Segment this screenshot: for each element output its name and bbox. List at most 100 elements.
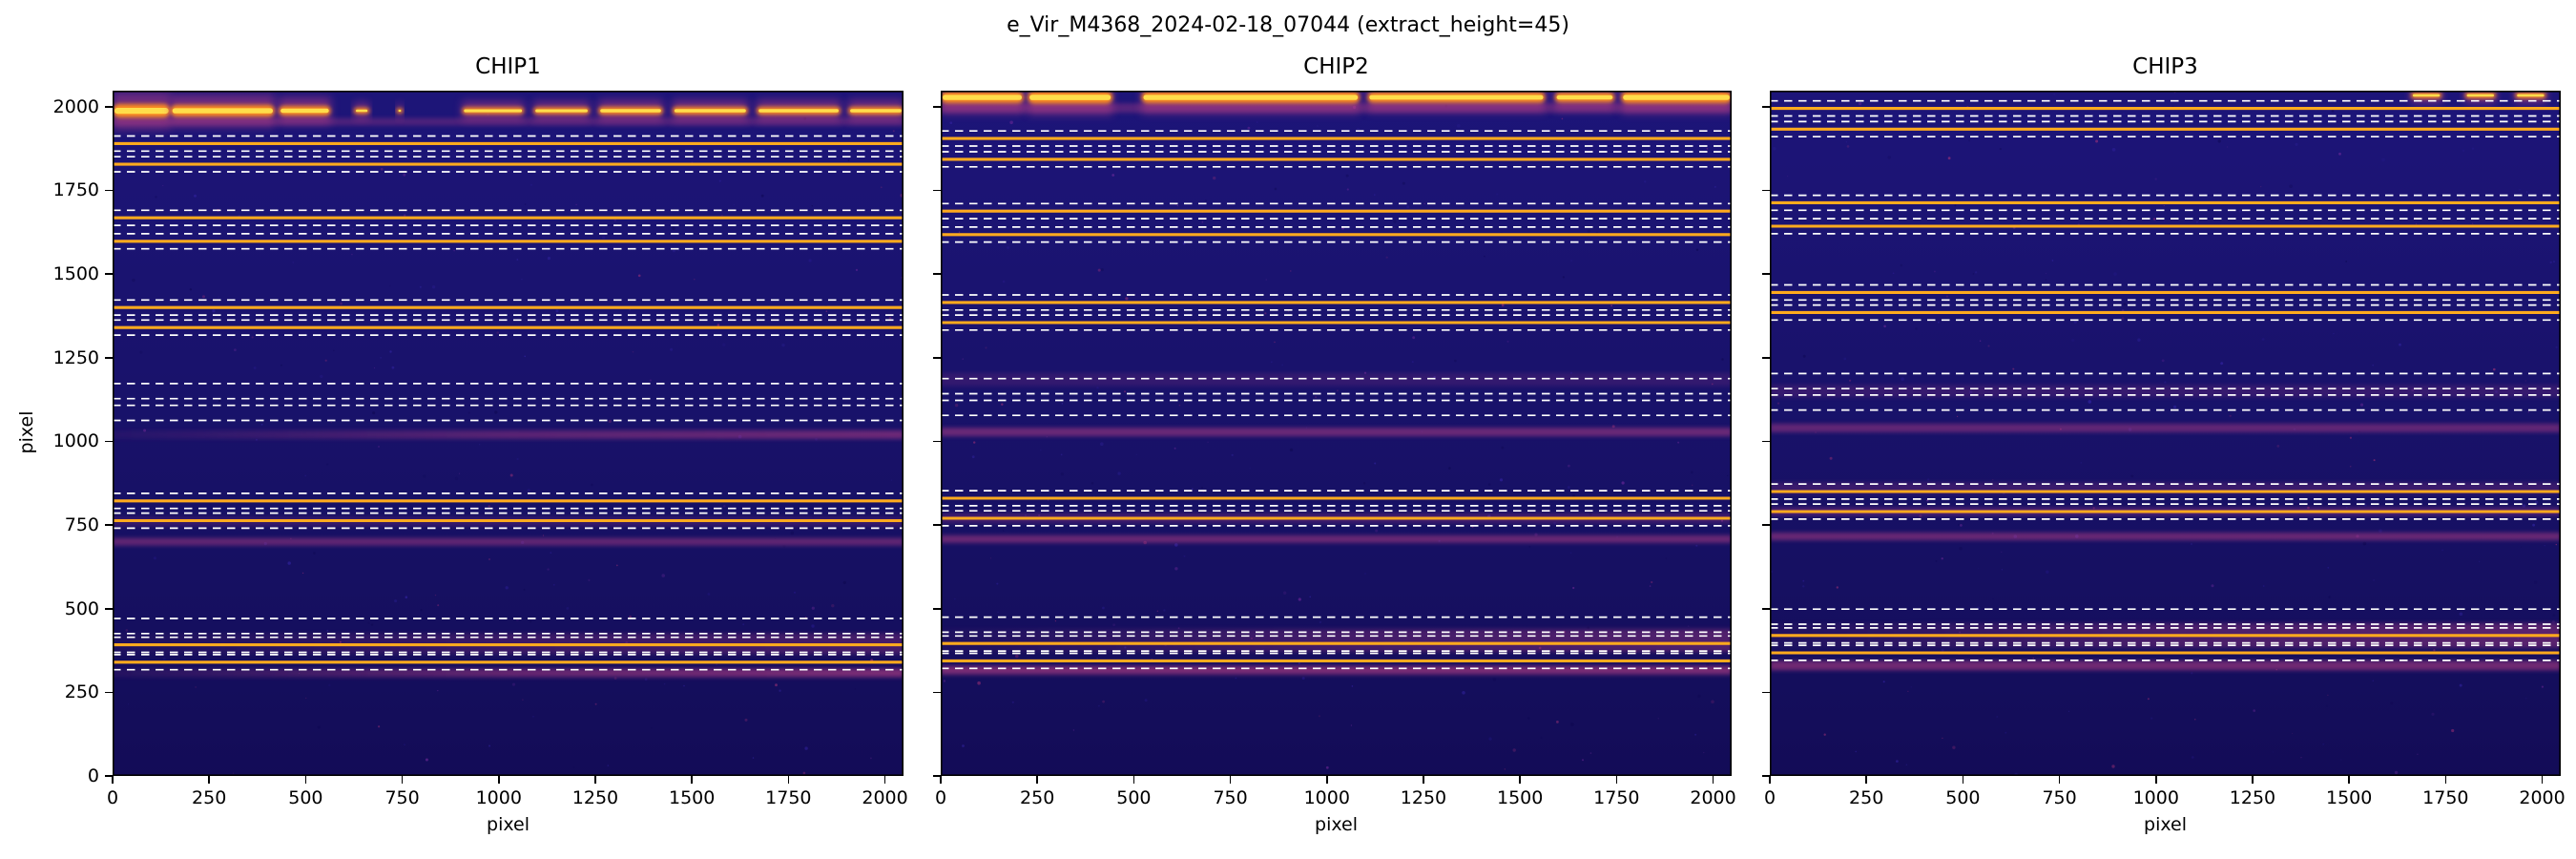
x-tick-label: 500: [288, 787, 323, 808]
x-tick-label: 1250: [1400, 787, 1447, 808]
x-tick-label: 750: [1213, 787, 1248, 808]
x-tick-mark: [691, 776, 693, 784]
panel-chip3: CHIP3 0 250 500 750 1000 1250 1500 1750 2000 pix…: [1762, 54, 2566, 835]
x-tick-label: 250: [192, 787, 227, 808]
y-tick-mark: [1762, 106, 1770, 108]
x-tick-mark: [1423, 776, 1424, 784]
y-tick-mark: [1762, 440, 1770, 443]
y-tick-label: 1250: [52, 346, 99, 368]
y-tick-mark: [105, 524, 113, 526]
x-tick-mark: [112, 776, 114, 784]
x-tick-label: 500: [1116, 787, 1152, 808]
x-tick-label: 1000: [1303, 787, 1350, 808]
x-tick-mark: [1229, 776, 1232, 784]
y-tick-label: 2000: [52, 95, 99, 117]
y-tick-label: 750: [64, 514, 99, 536]
x-tick-label: 750: [384, 787, 420, 808]
plot-area-chip1: 0 250 500 750 1000 1250 1500 1750 2000 0 250 500 750…: [53, 91, 908, 808]
y-tick-mark: [933, 440, 941, 443]
x-tick-mark: [940, 776, 942, 784]
panel-chip2: CHIP2 0 250 500 750 1000 1250 1500 1750 2000 pix…: [933, 54, 1736, 835]
x-axis-label-chip3: pixel: [2144, 814, 2187, 835]
x-tick-label: 1750: [765, 787, 812, 808]
y-tick-mark: [105, 106, 113, 108]
y-tick-mark: [1762, 607, 1770, 610]
x-tick-mark: [1615, 776, 1618, 784]
y-tick-label: 500: [64, 597, 99, 619]
y-tick-mark: [105, 607, 113, 610]
x-axis-label-chip2: pixel: [1315, 814, 1358, 835]
x-tick-mark: [1712, 776, 1714, 784]
y-tick-mark: [1762, 775, 1770, 777]
x-tick-label: 1500: [1496, 787, 1544, 808]
x-tick-label: 2000: [2519, 787, 2566, 808]
x-tick-mark: [1519, 776, 1521, 784]
x-tick-mark: [1962, 776, 1964, 784]
x-tick-label: 1500: [2325, 787, 2373, 808]
x-tick-mark: [304, 776, 307, 784]
y-tick-mark: [105, 691, 113, 694]
x-tick-mark: [2348, 776, 2350, 784]
y-tick-mark: [105, 775, 113, 777]
y-tick-mark: [933, 106, 941, 108]
y-tick-mark: [933, 356, 941, 359]
x-tick-label: 2000: [862, 787, 908, 808]
x-tick-label: 0: [1763, 787, 1776, 808]
x-tick-mark: [208, 776, 210, 784]
x-tick-label: 1000: [475, 787, 522, 808]
plot-canvas: [1770, 87, 2562, 777]
y-tick-mark: [933, 775, 941, 777]
panel-title-chip3: CHIP3: [2132, 54, 2198, 79]
y-tick-mark: [105, 440, 113, 443]
y-tick-mark: [105, 356, 113, 359]
x-tick-mark: [401, 776, 404, 784]
x-tick-label: 1750: [2422, 787, 2469, 808]
x-tick-label: 1250: [571, 787, 619, 808]
x-tick-mark: [1865, 776, 1867, 784]
x-tick-mark: [2541, 776, 2544, 784]
x-tick-label: 500: [1945, 787, 1981, 808]
x-tick-mark: [497, 776, 500, 784]
y-tick-mark: [933, 691, 941, 694]
plot-area-chip3: 0 250 500 750 1000 1250 1500 1750 2000: [1762, 87, 2566, 808]
x-tick-mark: [787, 776, 790, 784]
x-tick-mark: [1325, 776, 1328, 784]
x-tick-mark: [2252, 776, 2254, 784]
y-tick-mark: [933, 524, 941, 526]
plot-area-chip2: 0 250 500 750 1000 1250 1500 1750 2000: [933, 79, 1736, 808]
y-tick-mark: [1762, 356, 1770, 359]
figure-title: e_Vir_M4368_2024-02-18_07044 (extract_he…: [1007, 13, 1569, 37]
x-tick-label: 250: [1849, 787, 1884, 808]
y-axis-label: pixel: [16, 410, 37, 454]
y-tick-label: 1000: [52, 430, 99, 452]
y-tick-mark: [1762, 273, 1770, 275]
x-tick-mark: [594, 776, 596, 784]
y-tick-mark: [933, 273, 941, 275]
y-tick-mark: [933, 607, 941, 610]
panel-title-chip1: CHIP1: [475, 54, 541, 79]
y-tick-mark: [1762, 691, 1770, 694]
panel-chip1: CHIP1 0 250 500 750 1000 1250 1500 1750 2000 0 250…: [53, 54, 908, 835]
x-tick-label: 0: [106, 787, 119, 808]
x-tick-mark: [883, 776, 886, 784]
plot-canvas: [941, 79, 1734, 777]
y-tick-mark: [1762, 189, 1770, 192]
x-tick-mark: [1132, 776, 1135, 784]
y-tick-label: 1750: [52, 179, 99, 201]
x-axis-label-chip1: pixel: [487, 814, 530, 835]
x-tick-mark: [2058, 776, 2061, 784]
x-tick-mark: [1036, 776, 1038, 784]
y-tick-label: 0: [87, 765, 99, 786]
x-tick-label: 2000: [1690, 787, 1736, 808]
x-tick-label: 750: [2042, 787, 2077, 808]
plot-canvas: [113, 91, 904, 777]
x-tick-label: 1750: [1593, 787, 1640, 808]
x-tick-label: 1500: [668, 787, 716, 808]
y-tick-mark: [933, 189, 941, 192]
x-tick-mark: [2154, 776, 2157, 784]
x-tick-label: 1250: [2229, 787, 2276, 808]
y-tick-label: 250: [64, 681, 99, 703]
x-tick-mark: [2444, 776, 2447, 784]
x-tick-label: 0: [934, 787, 947, 808]
